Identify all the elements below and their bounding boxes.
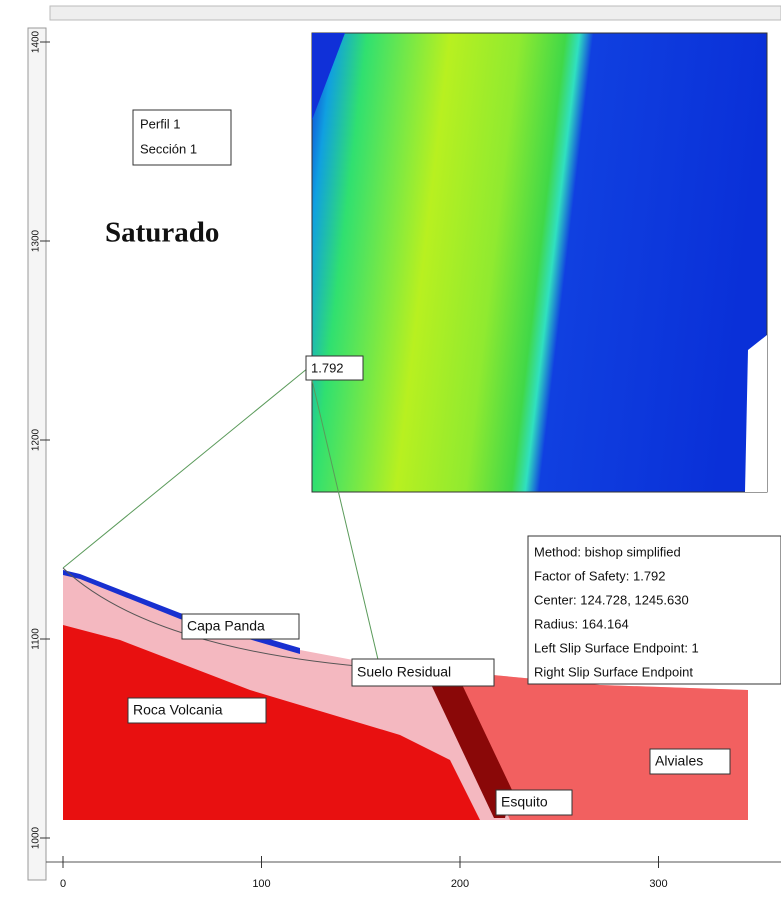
x-tick-label: 0 [60,878,66,890]
radius-line [63,368,308,568]
info-line: Method: bishop simplified [534,544,681,559]
material-label: Capa Panda [187,618,265,634]
material-label: Roca Volcania [133,702,223,718]
info-line: Center: 124.728, 1245.630 [534,592,689,607]
info-line: Left Slip Surface Endpoint: 1 [534,640,699,655]
y-tick-label: 1200 [31,428,42,451]
profile-line: Sección 1 [140,141,197,156]
x-tick-label: 100 [252,878,270,890]
profile-line: Perfil 1 [140,116,180,131]
info-line: Radius: 164.164 [534,616,629,631]
material-label: Suelo Residual [357,664,451,680]
x-tick-label: 200 [451,878,469,890]
y-tick-label: 1400 [31,30,42,53]
fos-label: 1.792 [311,360,344,375]
info-line: Factor of Safety: 1.792 [534,568,666,583]
left-ruler [28,28,46,880]
safety-grid [312,33,767,492]
x-tick-label: 300 [649,878,667,890]
info-line: Right Slip Surface Endpoint [534,664,693,679]
material-label: Alviales [655,753,703,769]
title: Saturado [105,217,219,249]
top-ruler [50,6,781,20]
slope-screen: 140013001200110010000100200300 Perfil 1 … [0,0,781,902]
grid-notch [745,335,767,492]
y-tick-label: 1000 [31,826,42,849]
y-tick-label: 1300 [31,229,42,252]
material-label: Esquito [501,794,548,810]
y-tick-label: 1100 [31,628,42,650]
